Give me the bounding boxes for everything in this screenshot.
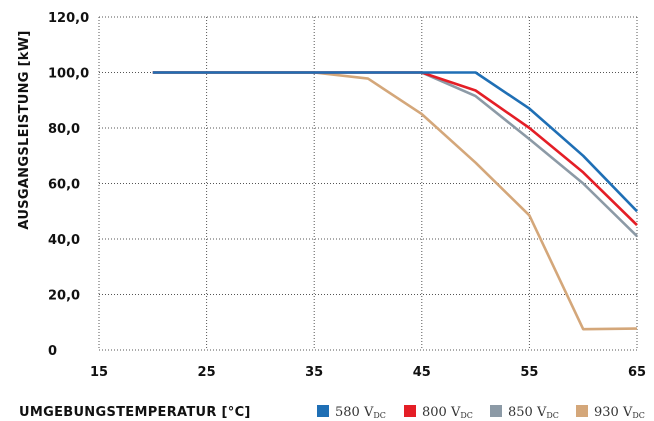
y-axis-ticks: 0 20,0 40,0 60,0 80,0 100,0 120,0 [48, 11, 89, 359]
legend: 580 VDC 800 VDC 850 VDC 930 VDC [317, 405, 645, 420]
legend-item: 930 VDC [576, 405, 645, 420]
x-tick-label: 35 [305, 365, 323, 380]
series-line-930-v [152, 71, 638, 331]
legend-label: 850 VDC [508, 405, 559, 420]
legend-swatch [490, 405, 502, 417]
x-tick-label: 65 [628, 365, 646, 380]
y-tick-label: 80,0 [48, 122, 80, 137]
legend-item: 580 VDC [317, 405, 386, 420]
legend-label: 580 VDC [335, 405, 386, 420]
y-tick-label: 40,0 [48, 233, 80, 248]
y-tick-label: 20,0 [48, 289, 80, 304]
y-tick-label: 0 [48, 344, 57, 359]
legend-swatch [576, 405, 588, 417]
grid [98, 16, 638, 351]
x-axis-title: UMGEBUNGSTEMPERATUR [°C] [19, 405, 251, 420]
y-tick-label: 60,0 [48, 178, 80, 193]
legend-item: 850 VDC [490, 405, 559, 420]
y-tick-label: 100,0 [48, 67, 89, 82]
x-tick-label: 55 [520, 365, 538, 380]
series-layer [152, 71, 638, 331]
x-tick-label: 25 [198, 365, 216, 380]
x-tick-label: 45 [413, 365, 431, 380]
legend-label: 930 VDC [594, 405, 645, 420]
x-axis-ticks: 15 25 35 45 55 65 [90, 365, 646, 380]
legend-swatch [404, 405, 416, 417]
legend-swatch [317, 405, 329, 417]
series-line-580-v [152, 71, 638, 213]
x-tick-label: 15 [90, 365, 108, 380]
y-tick-label: 120,0 [48, 11, 89, 26]
legend-label: 800 VDC [422, 405, 473, 420]
y-axis-title: AUSGANGSLEISTUNG [kW] [17, 30, 32, 229]
legend-item: 800 VDC [404, 405, 473, 420]
